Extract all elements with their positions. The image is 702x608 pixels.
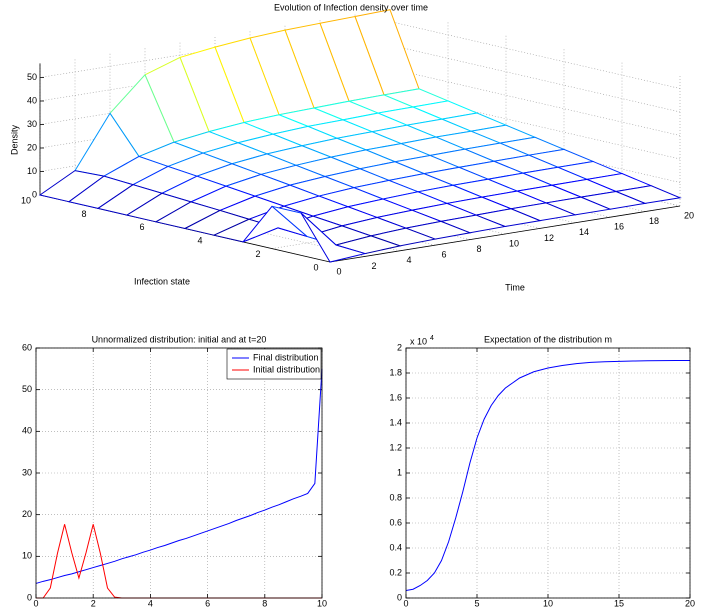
data-line [35,368,323,584]
y-tick-label: 0.6 [389,517,402,527]
y-tick-label: 0.4 [389,542,402,552]
x-tick-label: 2 [255,249,260,259]
y-tick-label: 2 [371,261,376,271]
chart-title: Evolution of Infection density over time [274,2,428,12]
x-tick-label: 2 [91,598,96,608]
z-tick-label: 0 [32,189,37,199]
plot-area [36,348,322,598]
y-tick-label: 6 [441,250,446,260]
x-tick-label: 5 [474,598,479,608]
y-tick-label: 12 [544,233,554,243]
y-tick-label: 0 [397,592,402,602]
y-tick-label: 40 [22,426,32,436]
z-tick-label: 30 [27,119,37,129]
legend-label: Final distribution [253,352,319,362]
x-tick-label: 0 [33,598,38,608]
data-line [405,360,690,591]
y-tick-label: 1.4 [389,417,402,427]
y-multiplier: x 10 [410,336,427,346]
legend-label: Initial distribution [253,364,320,374]
y-tick-label: 50 [22,384,32,394]
x-tick-label: 20 [685,598,695,608]
x-tick-label: 6 [205,598,210,608]
y-tick-label: 1.2 [389,442,402,452]
surface-cell [300,212,367,263]
y-tick-label: 0 [336,266,341,276]
y-tick-label: 20 [22,509,32,519]
x-tick-label: 10 [543,598,553,608]
x-tick-label: 6 [139,222,144,232]
y-tick-label: 14 [579,227,589,237]
chart-title: Expectation of the distribution m [484,334,612,344]
z-tick-label: 40 [27,95,37,105]
y-exponent: 4 [430,335,434,342]
x-tick-label: 10 [21,195,31,205]
y-tick-label: 2 [397,342,402,352]
y-tick-label: 8 [476,244,481,254]
x-tick-label: 0 [403,598,408,608]
y-tick-label: 18 [649,216,659,226]
x-tick-label: 15 [614,598,624,608]
y-tick-label: 20 [684,210,694,220]
x-tick-label: 10 [317,598,327,608]
y-tick-label: 60 [22,342,32,352]
x-tick-label: 8 [81,209,86,219]
y-tick-label: 0.2 [389,567,402,577]
y-tick-label: 10 [22,551,32,561]
y-axis-label: Time [505,282,525,292]
z-tick-label: 10 [27,166,37,176]
z-axis-label: Density [9,124,19,155]
chart-title: Unnormalized distribution: initial and a… [92,334,267,344]
axis-line [329,205,681,263]
y-tick-label: 1 [397,467,402,477]
y-tick-label: 1.8 [389,367,402,377]
x-tick-label: 4 [197,236,202,246]
y-tick-label: 0.8 [389,492,402,502]
y-tick-label: 1.6 [389,392,402,402]
x-tick-label: 8 [262,598,267,608]
z-tick-label: 20 [27,142,37,152]
axes-box [35,347,323,599]
y-tick-label: 16 [614,222,624,232]
y-tick-label: 4 [406,255,411,265]
legend-box [226,348,322,380]
grid-line [389,21,681,89]
y-tick-label: 10 [509,238,519,248]
axes-box [405,347,691,599]
x-tick-label: 4 [148,598,153,608]
x-axis-label: Infection state [134,276,190,286]
z-tick-label: 50 [27,72,37,82]
y-tick-label: 30 [22,467,32,477]
x-tick-label: 0 [313,262,318,272]
y-tick-label: 0 [27,592,32,602]
